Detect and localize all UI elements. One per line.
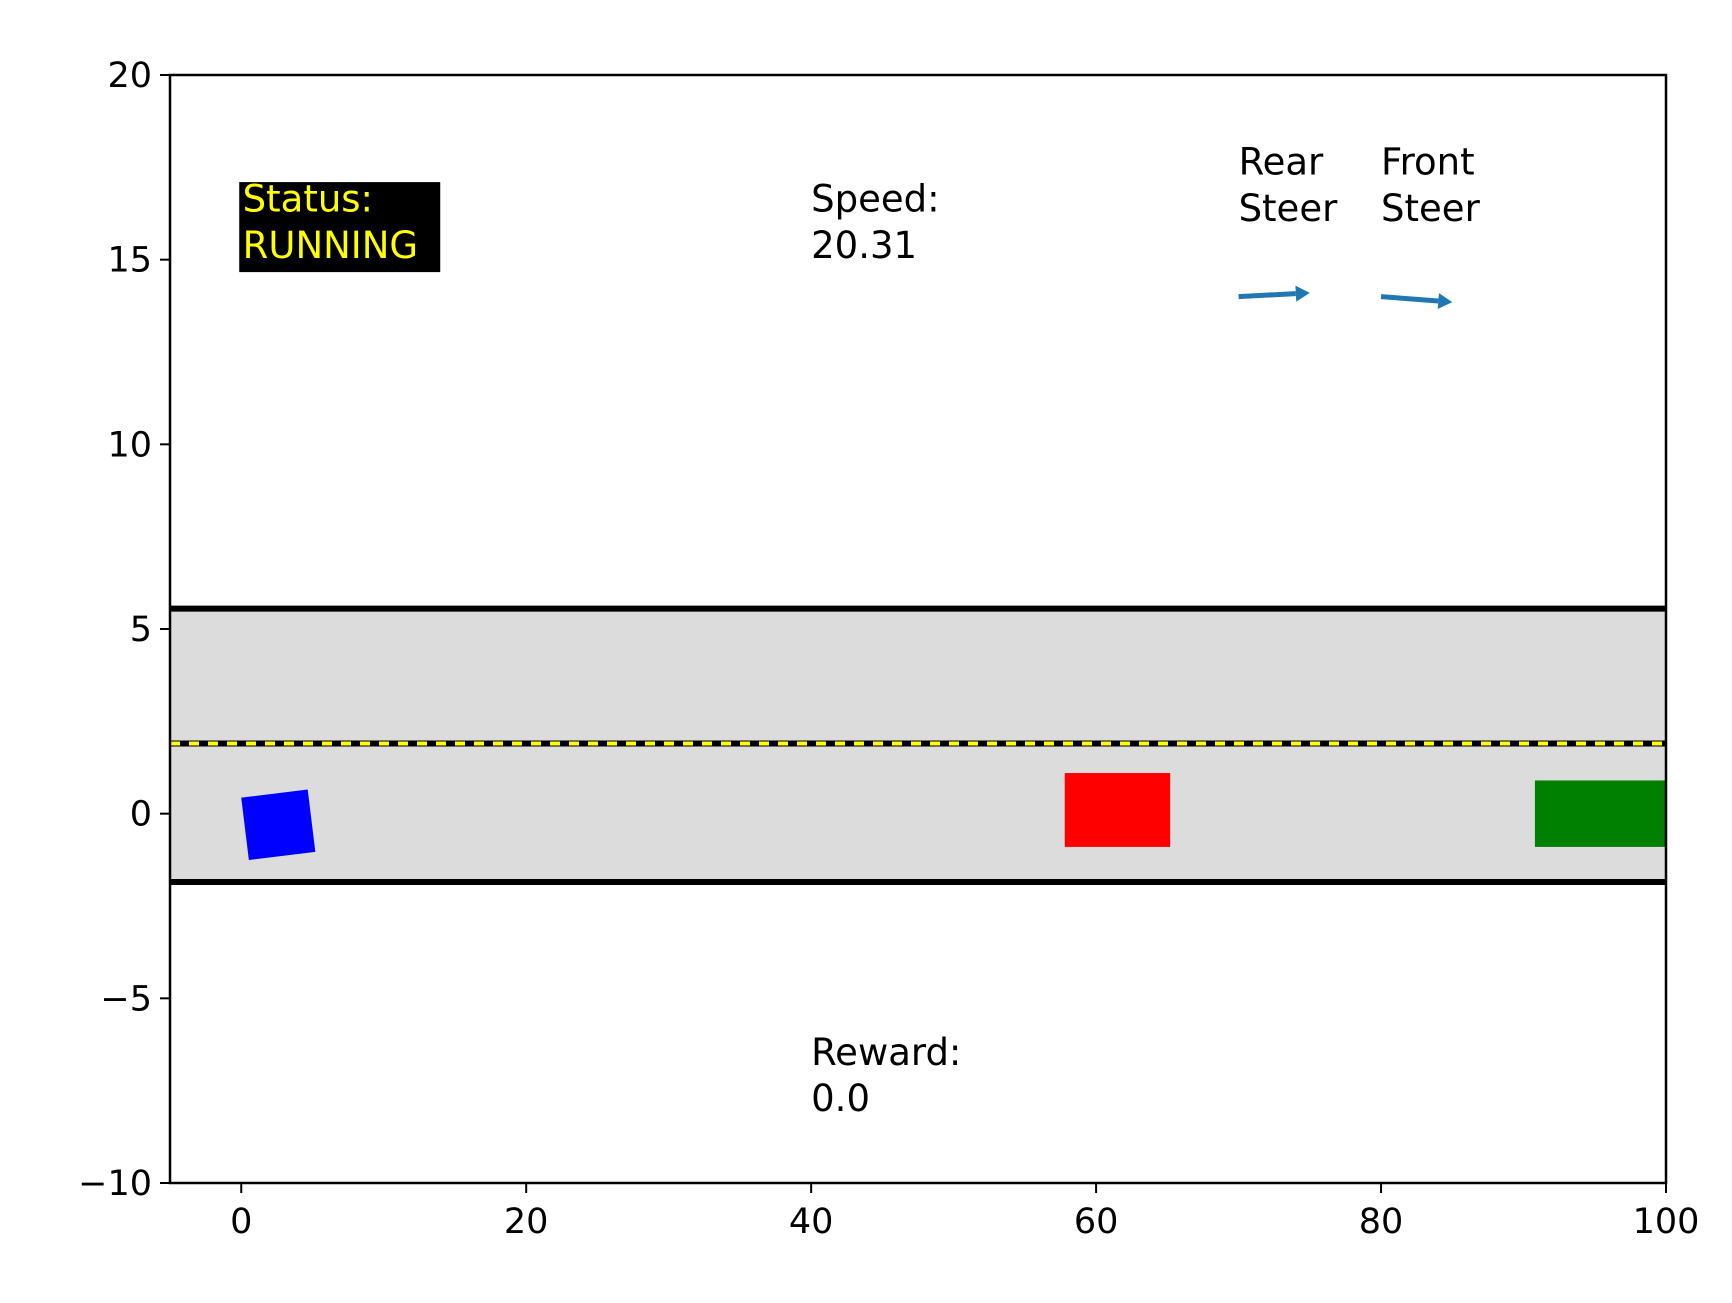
front-steer-label-line2: Steer — [1381, 187, 1481, 230]
status-label: Status: — [243, 178, 373, 221]
vehicle-ego — [241, 789, 316, 860]
front-steer-label: Front — [1381, 141, 1475, 184]
arrow-shaft — [1380, 294, 1439, 304]
arrow-head — [1437, 293, 1453, 310]
x-tick-label: 20 — [504, 1202, 549, 1242]
y-tick-label: −5 — [100, 979, 152, 1019]
x-axis: 0 20 40 60 80 100 — [230, 1183, 1699, 1242]
x-tick-label: 100 — [1633, 1202, 1700, 1242]
vehicle-obstacle-red — [1064, 773, 1171, 847]
reward-label: Reward: — [811, 1031, 961, 1074]
rear-steer-label: Rear — [1239, 141, 1324, 184]
speed-value: 20.31 — [811, 224, 917, 267]
rear-steer-label-line2: Steer — [1239, 187, 1339, 230]
y-tick-label: 20 — [107, 56, 152, 96]
y-tick-label: 15 — [107, 241, 152, 281]
y-tick-label: −10 — [78, 1164, 152, 1204]
x-tick-label: 40 — [789, 1202, 834, 1242]
reward-value: 0.0 — [811, 1077, 870, 1120]
x-tick-label: 60 — [1074, 1202, 1119, 1242]
y-axis: −10 −5 0 5 10 15 20 — [78, 56, 170, 1204]
status-value: RUNNING — [243, 224, 418, 267]
x-tick-label: 0 — [230, 1202, 252, 1242]
rear-steer-arrow-icon — [1238, 285, 1310, 302]
status-box — [239, 182, 441, 273]
arrow-shaft — [1238, 291, 1296, 300]
arrow-head — [1295, 285, 1310, 302]
y-tick-label: 10 — [107, 425, 152, 465]
front-steer-arrow-icon — [1380, 293, 1453, 310]
y-tick-label: 0 — [130, 795, 152, 835]
y-tick-label: 5 — [130, 610, 152, 650]
vehicles — [241, 773, 1666, 860]
vehicle-obstacle-green — [1534, 780, 1666, 847]
speed-label: Speed: — [811, 178, 939, 221]
x-tick-label: 80 — [1359, 1202, 1404, 1242]
